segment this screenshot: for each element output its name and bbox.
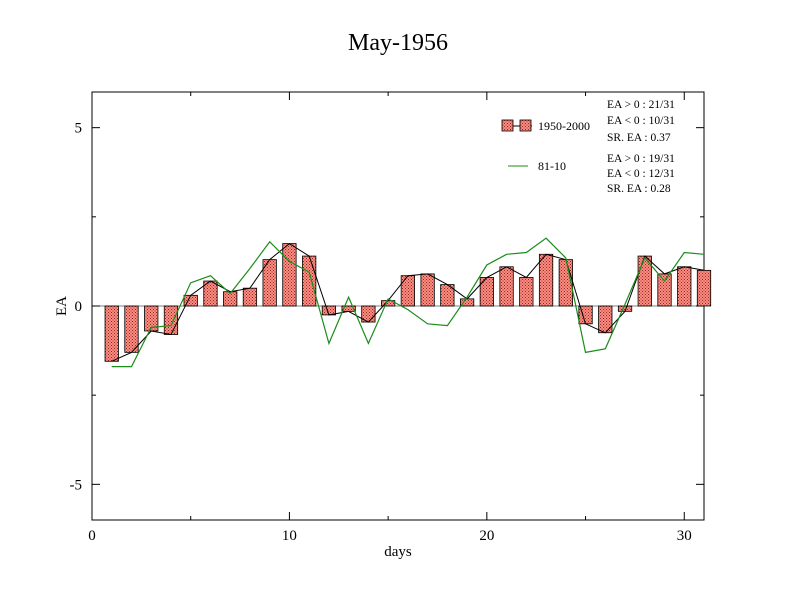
x-axis: 0 10 20 30 [88,92,692,544]
legend-stat-2-positive: EA > 0 : 19/31 [607,153,675,165]
legend-stat-1-sr: SR. EA : 0.37 [607,132,671,144]
legend-label-81-10: 81-10 [538,159,566,173]
y-axis-label: EA [54,296,70,316]
legend-swatch-1950-2000-a [501,119,514,132]
x-tick-label: 0 [88,528,96,544]
x-tick-label: 30 [677,528,692,544]
bar [538,253,554,307]
bar [696,269,712,307]
x-tick-label: 20 [479,528,494,544]
bar [302,255,317,307]
bar [124,305,139,353]
legend: 1950-2000 81-10 EA > 0 : 21/31 EA < 0 : … [501,99,675,195]
bar [657,273,672,307]
series-line-1950-2000 [111,242,705,362]
bar [242,287,258,307]
y-tick-label: 0 [75,299,83,315]
legend-stat-1-negative: EA < 0 : 10/31 [607,115,675,127]
bar [282,243,297,307]
bar [400,275,415,307]
x-axis-label: days [384,544,412,560]
x-tick-label: 10 [282,528,297,544]
legend-stat-1-positive: EA > 0 : 21/31 [607,99,675,111]
bar [420,273,435,307]
bar [519,277,534,307]
bar [677,266,692,307]
bar [163,305,179,335]
bar [598,305,613,334]
legend-stat-2-negative: EA < 0 : 12/31 [607,168,675,180]
bar-series-1950-2000 [104,243,712,362]
y-axis: -5 0 5 [70,121,704,493]
legend-stat-2-sr: SR. EA : 0.28 [607,183,671,195]
y-tick-label: 5 [75,121,83,137]
bar [479,277,494,307]
legend-swatch-1950-2000-b [519,119,532,132]
series-line-81-10 [111,237,705,368]
line-layer [111,237,705,368]
chart-title: May-1956 [348,30,448,56]
bar [499,266,514,307]
y-tick-label: -5 [70,477,83,493]
bar [104,305,119,362]
legend-label-1950-2000: 1950-2000 [538,119,590,133]
